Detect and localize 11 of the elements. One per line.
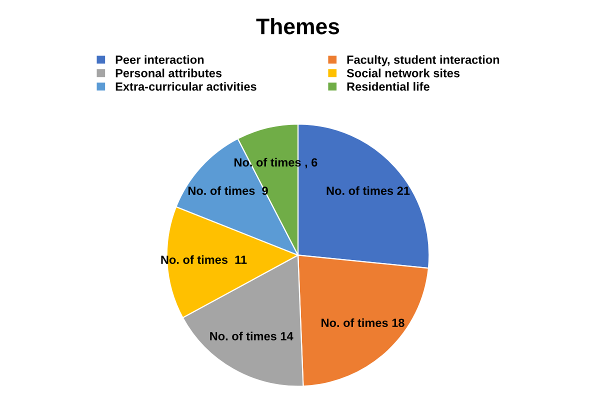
- legend-label: Faculty, student interaction: [347, 55, 500, 66]
- legend-label: Social network sites: [346, 68, 460, 78]
- data-label: No. of times 21: [326, 186, 410, 195]
- legend-label: Extra-curricular activities: [116, 82, 256, 91]
- legend-label: Peer interaction: [116, 55, 204, 64]
- chart-title: Themes: [256, 18, 340, 34]
- data-label: No. of times 9: [188, 186, 268, 195]
- legend-label: Personal attributes: [116, 68, 222, 78]
- data-label: No. of times 18: [322, 318, 404, 328]
- legend-label: Residential life: [347, 82, 430, 91]
- data-label: No. of times 14: [210, 332, 294, 340]
